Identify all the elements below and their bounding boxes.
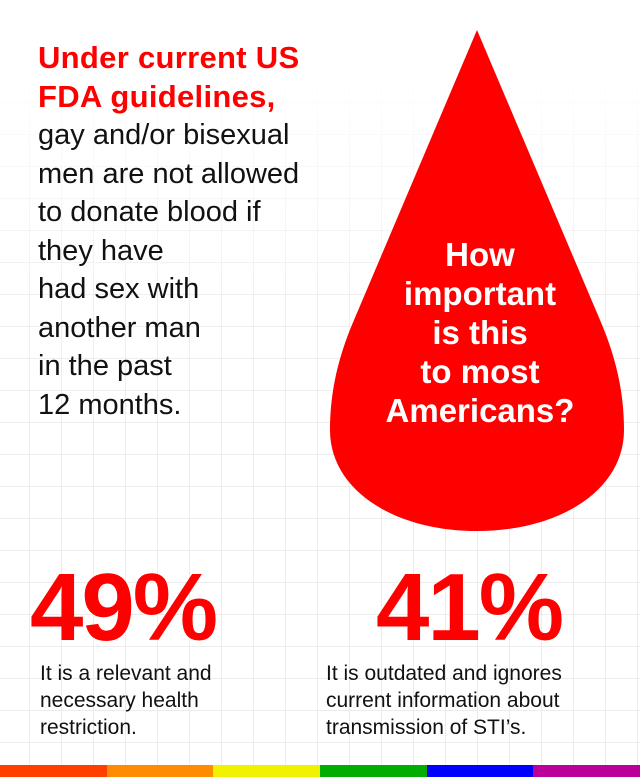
stripe-blue [426, 765, 534, 777]
stripe-orange [106, 765, 214, 777]
question-line: How [445, 236, 515, 273]
headline-line: FDA guidelines, [38, 79, 276, 114]
stat-relevant: 49% It is a relevant and necessary healt… [30, 554, 218, 741]
desc-line: necessary health [40, 689, 199, 712]
body-line: gay and/or bisexual [38, 119, 290, 151]
question-line: important [403, 275, 557, 312]
rainbow-stripe [0, 765, 640, 777]
desc-line: restriction. [40, 716, 137, 739]
intro-body: gay and/or bisexual men are not allowed … [38, 116, 378, 424]
stripe-purple [533, 765, 640, 777]
desc-line: It is a relevant and [40, 662, 212, 685]
desc-line: current information about [326, 689, 560, 712]
stat-percent: 41% [376, 554, 564, 661]
body-line: in the past [38, 350, 172, 382]
body-line: 12 months. [38, 388, 182, 421]
question-line: to most [420, 353, 540, 390]
question-line: Americans? [385, 392, 575, 429]
desc-line: It is outdated and ignores [326, 662, 562, 685]
stripe-yellow [213, 765, 321, 777]
body-line: had sex with [38, 273, 200, 305]
stat-outdated: 41% It is outdated and ignores current i… [326, 554, 564, 741]
body-line: they have [38, 234, 164, 267]
stat-percent: 49% [30, 554, 218, 661]
stripe-red [0, 765, 107, 777]
stat-description: It is a relevant and necessary health re… [40, 660, 216, 741]
stat-description: It is outdated and ignores current infor… [326, 660, 562, 741]
headline: Under current US FDA guidelines, [38, 38, 378, 116]
headline-line: Under current US [38, 40, 300, 75]
intro-text: Under current US FDA guidelines, gay and… [38, 38, 378, 424]
question-line: is this [432, 314, 528, 351]
drop-question: How important is this to most Americans? [340, 235, 620, 430]
body-line: men are not allowed [38, 157, 300, 190]
stripe-green [320, 765, 427, 777]
body-line: another man [38, 311, 201, 344]
desc-line: transmission of STI’s. [326, 716, 527, 739]
body-line: to donate blood if [38, 196, 261, 228]
